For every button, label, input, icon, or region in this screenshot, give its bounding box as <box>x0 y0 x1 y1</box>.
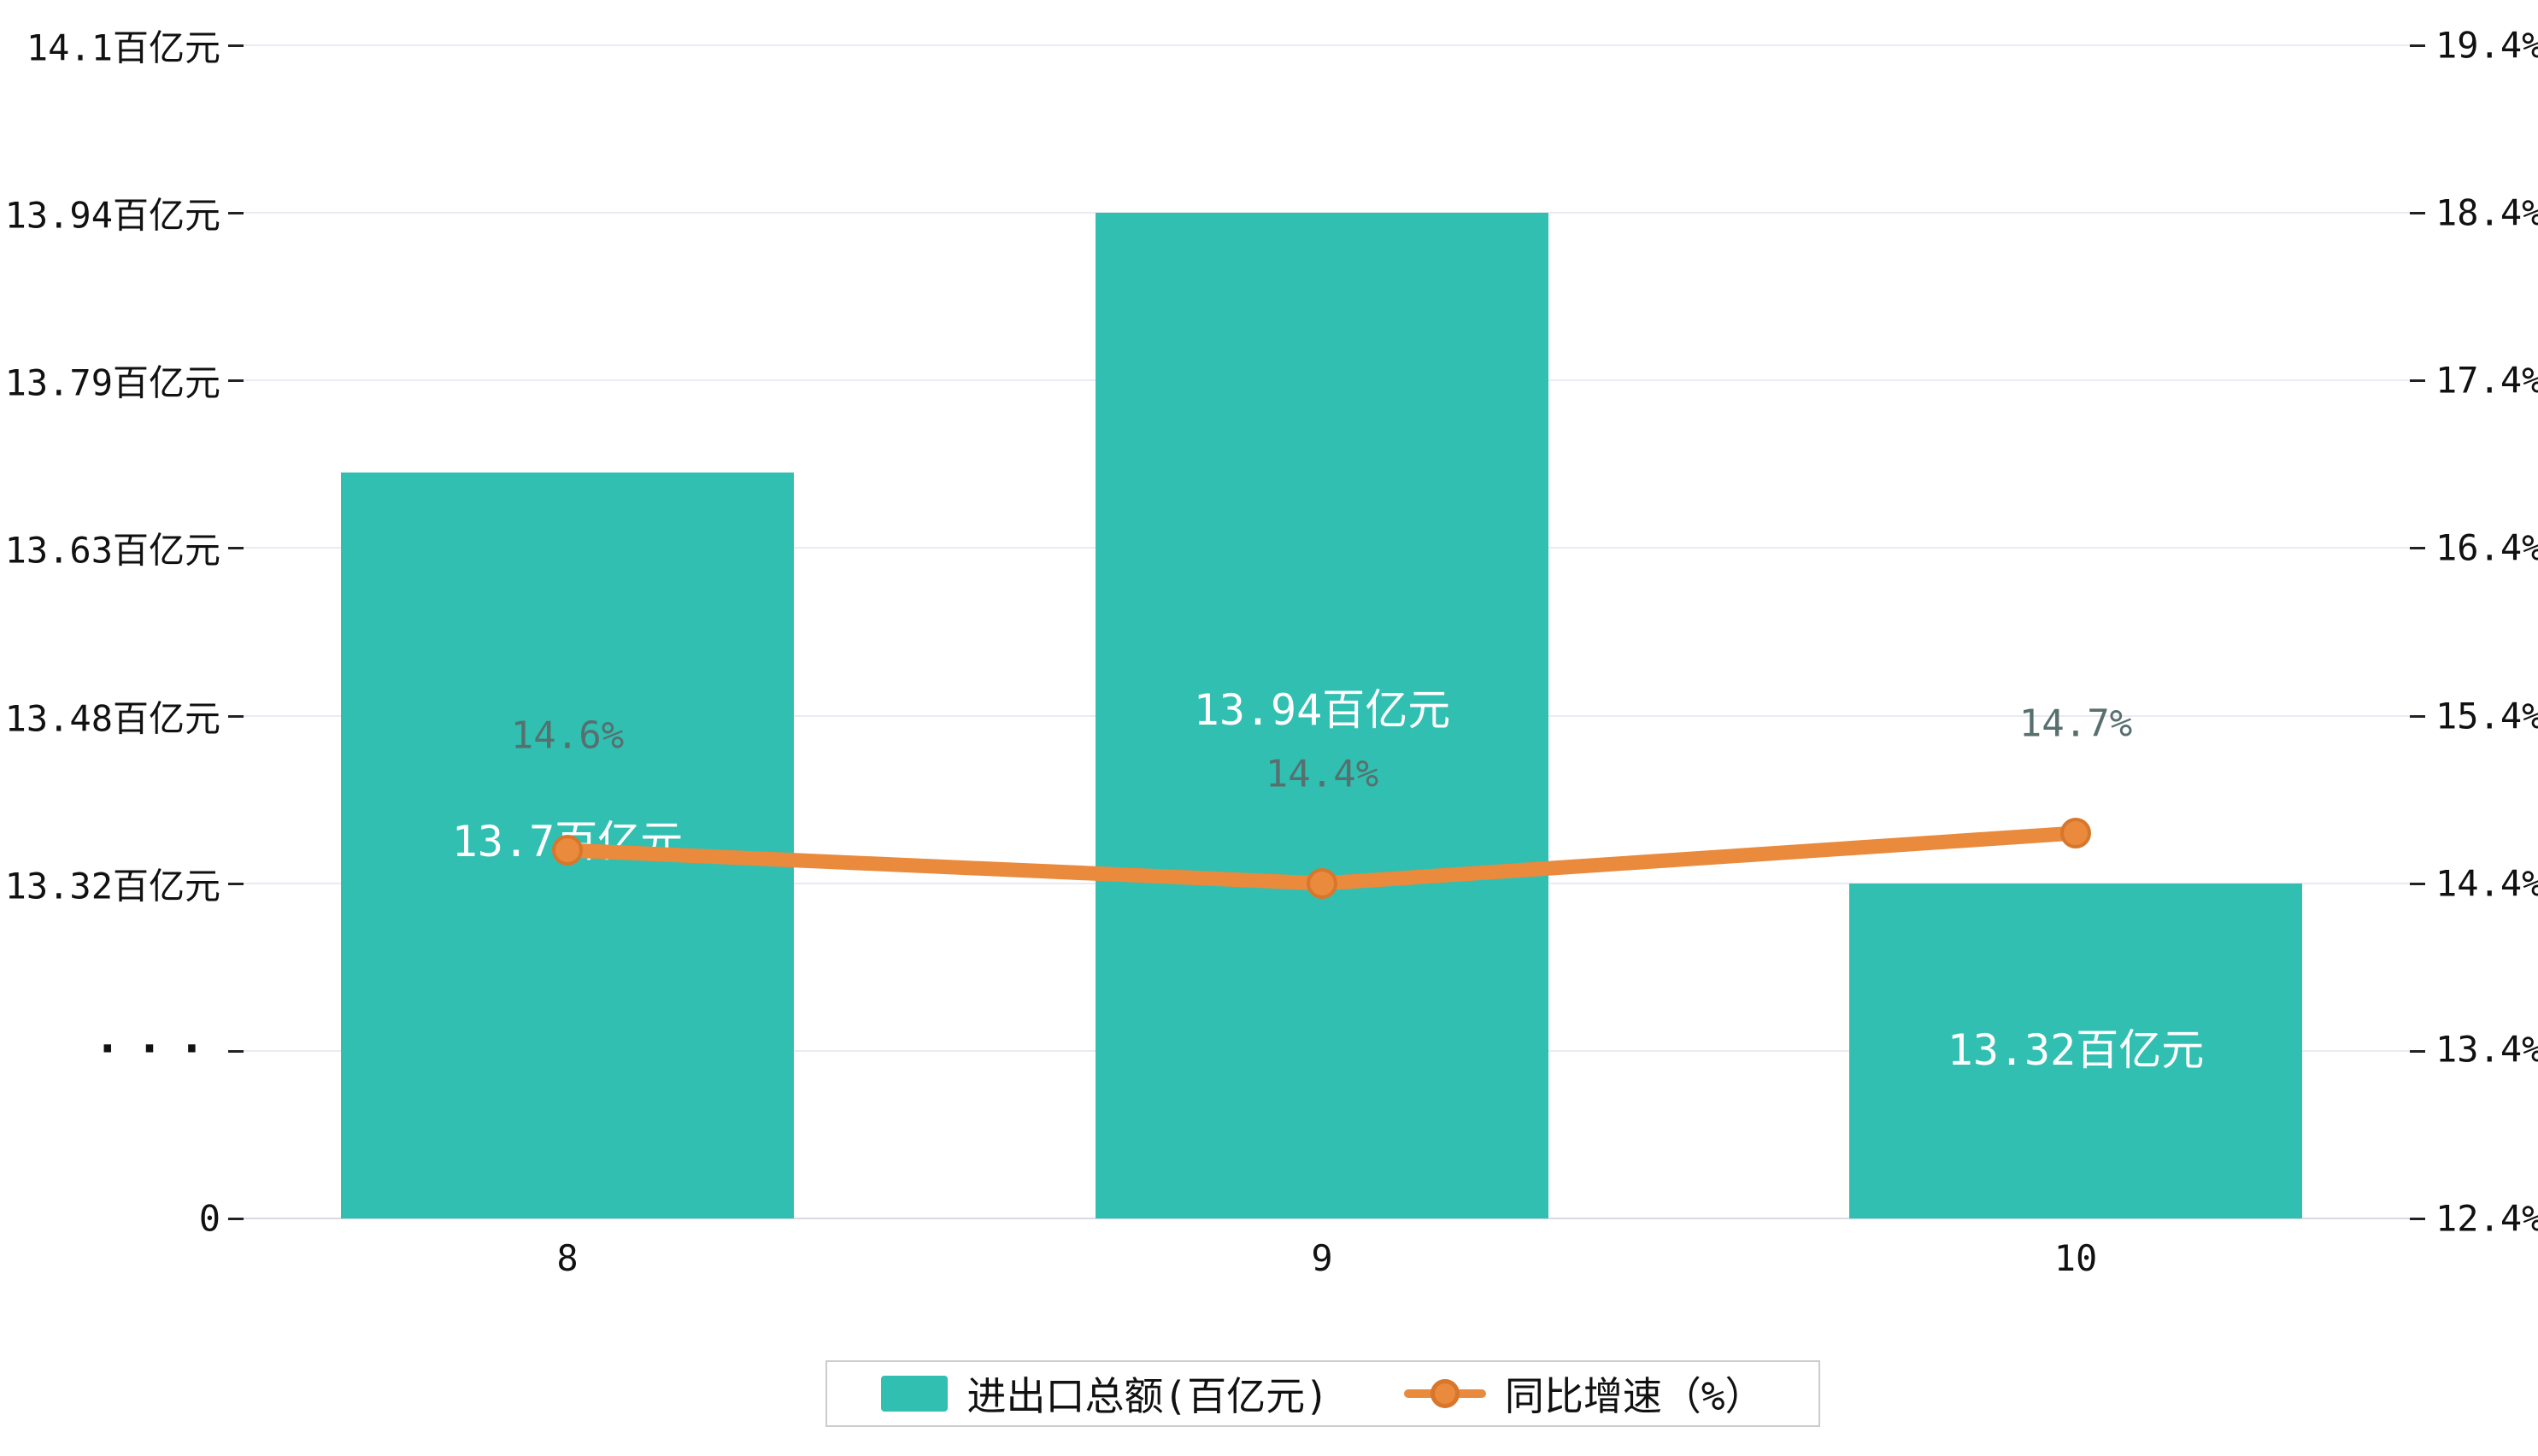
left-axis-tick <box>228 1218 244 1220</box>
left-axis-tick <box>228 212 244 214</box>
left-axis-label: 13.63百亿元 <box>4 529 220 572</box>
bar-month-9[interactable] <box>1096 213 1548 1218</box>
x-axis-label-8: 8 <box>556 1237 579 1279</box>
left-axis-label: 14.1百亿元 <box>26 26 220 69</box>
legend-item-bar-series[interactable]: 进出口总额(百亿元) <box>881 1365 1329 1422</box>
left-axis-label: 13.32百亿元 <box>4 865 220 907</box>
left-axis-tick <box>228 44 244 47</box>
left-axis-label: 13.79百亿元 <box>4 361 220 404</box>
right-axis-tick <box>2410 44 2425 47</box>
axis-break-dots: ··· <box>94 1024 220 1075</box>
value-label-month-8: 13.7百亿元 <box>451 817 684 866</box>
right-axis-label: 18.4% <box>2435 191 2538 234</box>
legend: 进出口总额(百亿元) 同比增速（%） <box>825 1360 1820 1427</box>
right-axis-tick <box>2410 212 2425 214</box>
line-series-marker-icon <box>1403 1376 1486 1412</box>
x-axis-label-9: 9 <box>1311 1237 1333 1279</box>
right-axis-tick <box>2410 1050 2425 1053</box>
value-label-month-9: 13.94百亿元 <box>1193 685 1451 735</box>
value-label-month-10: 13.32百亿元 <box>1947 1025 2205 1075</box>
right-axis-label: 15.4% <box>2435 695 2538 737</box>
growth-label-month-9: 14.4% <box>1265 752 1379 796</box>
bar-month-10[interactable] <box>1849 884 2302 1218</box>
line-point-month-10 <box>2060 818 2091 848</box>
legend-label-line-series: 同比增速（%） <box>1504 1373 1765 1419</box>
right-axis-tick <box>2410 883 2425 885</box>
left-axis-label: 13.48百亿元 <box>4 697 220 740</box>
left-axis-tick <box>228 1050 244 1053</box>
left-axis-tick <box>228 547 244 549</box>
right-axis-tick <box>2410 1218 2425 1220</box>
right-axis-label: 12.4% <box>2435 1197 2538 1240</box>
right-axis-label: 14.4% <box>2435 862 2538 905</box>
left-axis-label: 0 <box>198 1197 220 1240</box>
left-axis-label: 13.94百亿元 <box>4 194 220 237</box>
left-axis-tick <box>228 883 244 885</box>
right-axis-label: 16.4% <box>2435 526 2538 569</box>
right-axis-tick <box>2410 547 2425 549</box>
growth-label-month-10: 14.7% <box>2018 702 2133 746</box>
x-axis-label-10: 10 <box>2053 1237 2098 1279</box>
legend-label-bar-series: 进出口总额(百亿元) <box>966 1373 1329 1419</box>
left-axis-tick <box>228 715 244 718</box>
bar-series-swatch-icon <box>881 1376 949 1412</box>
right-axis-tick <box>2410 715 2425 718</box>
grid-line <box>244 44 2410 46</box>
right-axis-label: 19.4% <box>2435 24 2538 67</box>
right-axis-tick <box>2410 379 2425 382</box>
right-axis-label: 17.4% <box>2435 359 2538 402</box>
legend-item-line-series[interactable]: 同比增速（%） <box>1403 1365 1765 1422</box>
x-axis-line <box>244 1218 2410 1219</box>
right-axis-label: 13.4% <box>2435 1028 2538 1071</box>
left-axis-tick <box>228 379 244 382</box>
growth-label-month-8: 14.6% <box>510 713 625 758</box>
